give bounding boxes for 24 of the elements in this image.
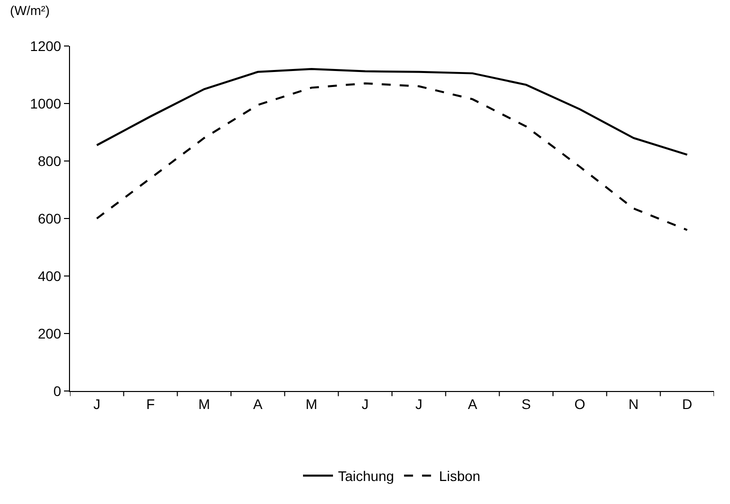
legend-label: Taichung — [338, 468, 394, 484]
y-tick-label: 200 — [38, 325, 62, 342]
x-tick-label: D — [682, 396, 692, 412]
y-tick-label: 400 — [38, 268, 62, 284]
x-tick-label: N — [628, 396, 639, 412]
x-tick-label: F — [146, 396, 155, 412]
y-tick-label: 1200 — [30, 38, 62, 54]
y-tick-label: 0 — [53, 382, 62, 399]
x-tick-label: J — [362, 396, 369, 412]
y-tick-label: 1000 — [30, 95, 62, 112]
x-tick-label: O — [574, 396, 586, 412]
y-axis-title: (W/m²) — [10, 3, 50, 18]
x-tick-label: A — [468, 396, 478, 412]
x-tick-label: A — [253, 396, 264, 412]
line-series — [96, 82, 688, 231]
x-tick-label: M — [198, 396, 210, 412]
legend-label: Lisbon — [439, 468, 480, 484]
x-tick-label: S — [522, 396, 531, 412]
x-tick-label: J — [415, 396, 422, 412]
x-tick-label: M — [306, 396, 318, 412]
line-series — [96, 68, 688, 156]
y-tick-label: 800 — [38, 152, 62, 169]
y-tick-label: 600 — [38, 210, 62, 226]
x-tick-label: J — [93, 396, 100, 412]
